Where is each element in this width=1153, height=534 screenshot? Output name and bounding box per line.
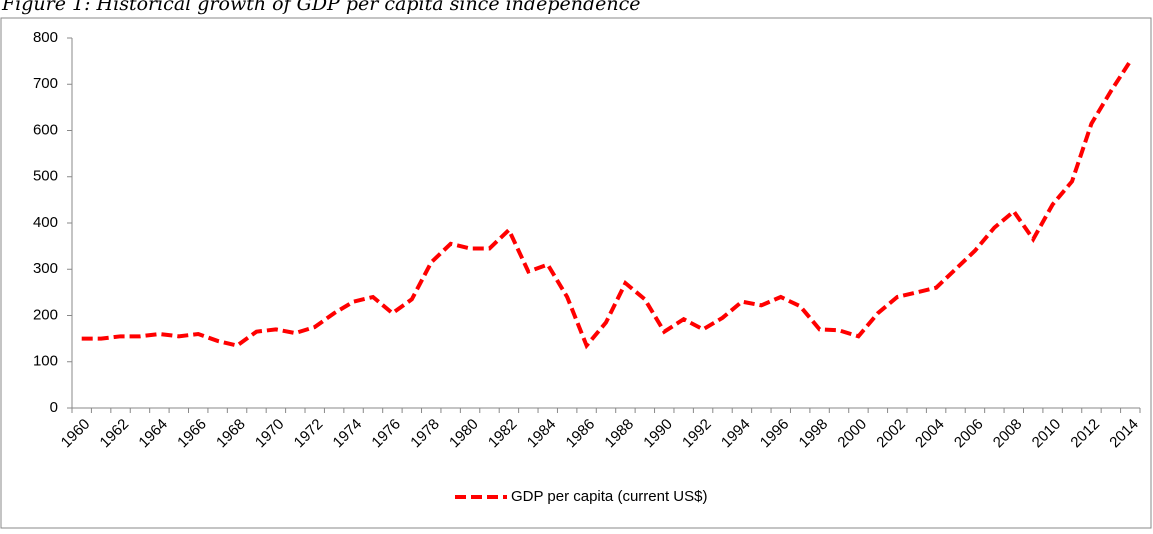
x-tick-label: 1984 bbox=[524, 416, 560, 452]
x-tick-label: 1974 bbox=[330, 416, 366, 452]
x-tick-label: 2000 bbox=[834, 416, 870, 452]
x-tick-label: 1968 bbox=[213, 416, 249, 452]
chart-frame bbox=[0, 17, 1152, 529]
x-tick-label: 2006 bbox=[951, 416, 987, 452]
x-tick-label: 1994 bbox=[718, 416, 754, 452]
x-tick-label: 1988 bbox=[601, 416, 637, 452]
x-tick-label: 2012 bbox=[1067, 416, 1103, 452]
x-tick-label: 1980 bbox=[446, 416, 482, 452]
x-tick-label: 1962 bbox=[97, 416, 133, 452]
x-tick-label: 1998 bbox=[796, 416, 832, 452]
x-tick-label: 2014 bbox=[1106, 416, 1142, 452]
x-tick-label: 1970 bbox=[252, 416, 288, 452]
legend-label: GDP per capita (current US$) bbox=[511, 488, 707, 505]
data-line bbox=[81, 60, 1132, 350]
y-tick-label: 0 bbox=[50, 399, 58, 416]
x-tick-label: 2008 bbox=[990, 416, 1026, 452]
y-tick-label: 400 bbox=[33, 214, 58, 231]
y-tick-label: 500 bbox=[33, 168, 58, 185]
x-tick-label: 1960 bbox=[58, 416, 94, 452]
x-tick-label: 1978 bbox=[407, 416, 443, 452]
x-tick-label: 1976 bbox=[368, 416, 404, 452]
x-tick-label: 1992 bbox=[679, 416, 715, 452]
y-tick-label: 200 bbox=[33, 306, 58, 323]
y-tick-label: 700 bbox=[33, 75, 58, 92]
y-tick-label: 300 bbox=[33, 260, 58, 277]
x-tick-label: 2004 bbox=[912, 416, 948, 452]
x-tick-label: 1982 bbox=[485, 416, 521, 452]
x-tick-label: 1972 bbox=[291, 416, 327, 452]
x-tick-label: 1996 bbox=[757, 416, 793, 452]
chart-title: Figure 1: Historical growth of GDP per c… bbox=[1, 0, 641, 15]
x-tick-label: 1986 bbox=[563, 416, 599, 452]
x-tick-label: 1990 bbox=[640, 416, 676, 452]
x-tick-label: 2002 bbox=[873, 416, 909, 452]
y-tick-label: 800 bbox=[33, 29, 58, 46]
x-tick-label: 1964 bbox=[135, 416, 171, 452]
x-tick-label: 2010 bbox=[1029, 416, 1065, 452]
x-tick-label: 1966 bbox=[174, 416, 210, 452]
y-tick-label: 600 bbox=[33, 121, 58, 138]
y-tick-label: 100 bbox=[33, 353, 58, 370]
